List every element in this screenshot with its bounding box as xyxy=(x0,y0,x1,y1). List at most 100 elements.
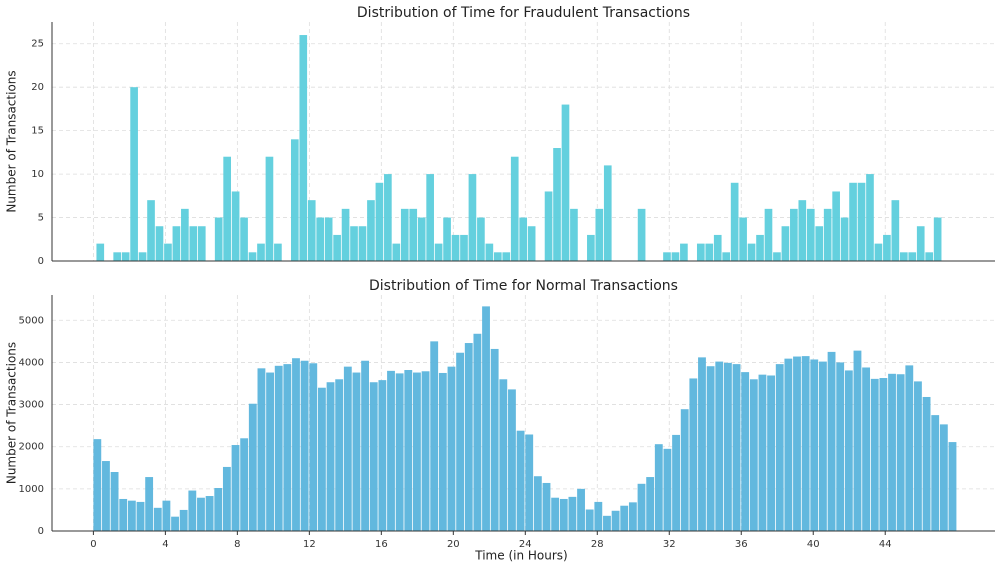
bar xyxy=(248,403,257,531)
bar xyxy=(138,252,147,261)
bar xyxy=(214,217,223,261)
bar xyxy=(914,381,922,531)
bar xyxy=(862,367,871,531)
bar xyxy=(456,352,465,531)
x-tick-label: 0 xyxy=(90,539,96,550)
x-tick-label: 36 xyxy=(735,539,748,550)
bar xyxy=(119,498,128,531)
bar xyxy=(333,234,341,261)
bar xyxy=(510,156,519,261)
bar xyxy=(663,252,671,261)
bar xyxy=(815,226,824,261)
x-tick-label: 8 xyxy=(234,539,240,550)
bar xyxy=(502,252,511,261)
x-tick-label: 16 xyxy=(375,539,388,550)
bar xyxy=(516,430,525,531)
bar xyxy=(853,350,862,531)
bar xyxy=(568,496,577,531)
bar xyxy=(680,409,689,531)
bar xyxy=(181,208,189,261)
bar xyxy=(741,372,750,531)
bar xyxy=(689,378,698,531)
bar xyxy=(857,182,866,261)
bar xyxy=(231,191,240,261)
bar xyxy=(870,378,879,531)
bar xyxy=(611,510,620,531)
bar xyxy=(899,252,908,261)
bar xyxy=(136,501,145,531)
bar xyxy=(542,482,551,531)
chart-title: Distribution of Time for Fraudulent Tran… xyxy=(357,5,690,21)
y-tick-label: 25 xyxy=(31,39,44,50)
bar xyxy=(171,516,179,531)
bar xyxy=(358,226,367,261)
bar xyxy=(468,174,477,261)
bar xyxy=(879,378,888,531)
bar xyxy=(798,200,807,261)
bar xyxy=(473,333,482,531)
bar xyxy=(544,191,553,261)
bar xyxy=(392,243,401,261)
bar xyxy=(222,466,231,531)
bar xyxy=(671,252,680,261)
bar xyxy=(672,434,680,531)
bar xyxy=(477,217,485,261)
bar xyxy=(409,208,418,261)
y-tick-label: 0 xyxy=(38,526,44,537)
bar xyxy=(417,217,426,261)
y-tick-label: 1000 xyxy=(19,484,44,495)
bar xyxy=(430,341,439,531)
bar xyxy=(806,208,815,261)
bar xyxy=(341,208,350,261)
bar xyxy=(533,476,542,531)
bar xyxy=(153,507,162,531)
bar xyxy=(189,226,198,261)
bar xyxy=(508,389,516,531)
bar xyxy=(113,252,122,261)
bar xyxy=(290,139,299,261)
y-tick-label: 2000 xyxy=(19,442,44,453)
bar xyxy=(395,373,404,531)
bar xyxy=(866,174,874,261)
y-tick-label: 4000 xyxy=(19,357,44,368)
bar xyxy=(127,500,136,531)
bar xyxy=(413,372,421,531)
bar xyxy=(603,165,612,261)
bar xyxy=(577,488,585,531)
bar xyxy=(257,243,265,261)
bar xyxy=(307,200,316,261)
bar xyxy=(404,370,413,531)
bar xyxy=(283,364,292,531)
bar xyxy=(464,343,473,531)
bar xyxy=(732,364,741,531)
bar xyxy=(723,362,732,531)
bar xyxy=(925,252,934,261)
bar xyxy=(696,243,705,261)
bar xyxy=(343,366,352,531)
bar xyxy=(939,424,948,531)
bar xyxy=(628,502,637,531)
bar xyxy=(883,234,891,261)
y-tick-label: 15 xyxy=(31,126,44,137)
bar xyxy=(197,497,205,531)
bar xyxy=(451,234,460,261)
bar xyxy=(438,372,447,531)
bar xyxy=(130,87,138,261)
y-axis-label: Number of Transactions xyxy=(5,70,19,212)
y-tick-label: 0 xyxy=(38,256,44,267)
bar xyxy=(223,156,231,261)
bar xyxy=(922,396,931,531)
bar xyxy=(384,174,392,261)
bar xyxy=(214,488,223,531)
bar xyxy=(197,226,206,261)
bar xyxy=(316,217,325,261)
bar xyxy=(145,477,154,531)
bar xyxy=(121,252,130,261)
bar xyxy=(764,208,773,261)
y-tick-label: 3000 xyxy=(19,400,44,411)
bar xyxy=(400,208,409,261)
bar xyxy=(443,217,451,261)
bar xyxy=(240,217,248,261)
bar xyxy=(110,472,119,531)
